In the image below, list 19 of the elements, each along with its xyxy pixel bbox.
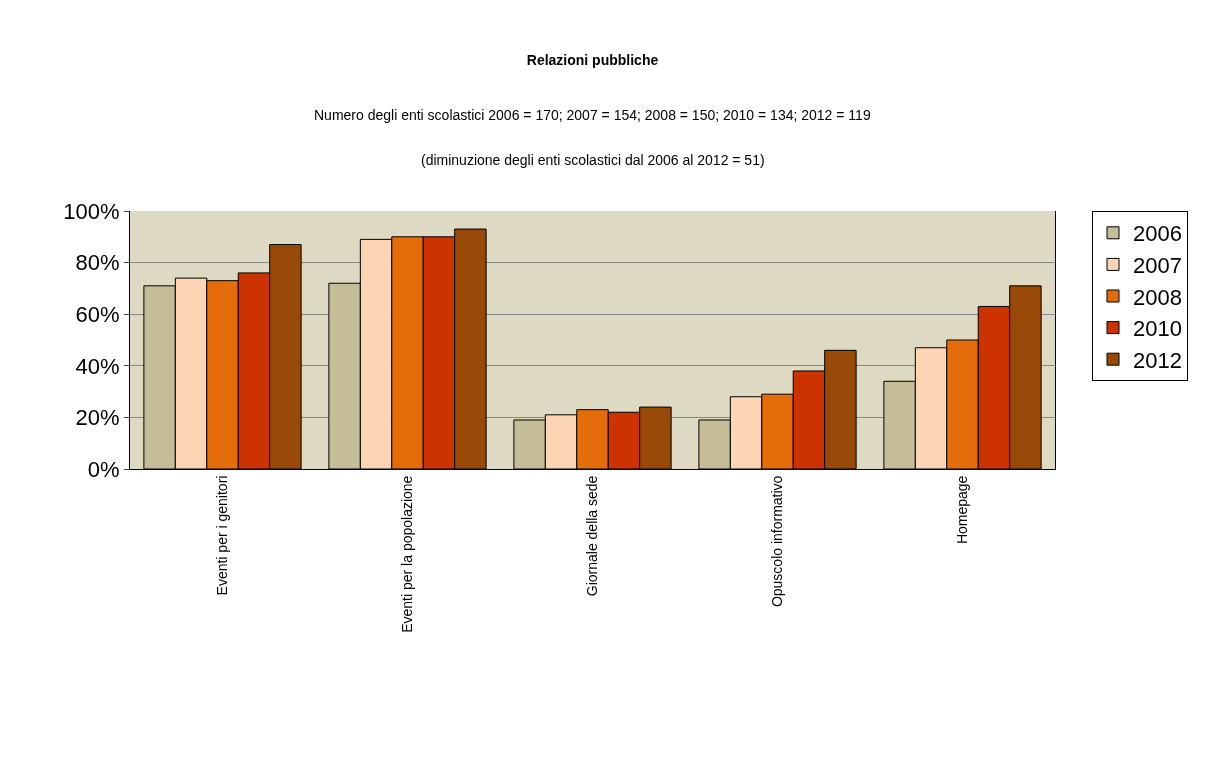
- x-tick-label: Opuscolo informativo: [769, 475, 786, 608]
- y-tick-label: 60%: [75, 301, 120, 327]
- legend-label: 2006: [1133, 221, 1182, 247]
- y-tick-label: 80%: [75, 250, 120, 276]
- y-tick-label: 100%: [63, 198, 120, 224]
- x-tick-label: Eventi per la popolazione: [399, 475, 416, 633]
- y-tick-label: 20%: [75, 405, 120, 431]
- text: (diminuzione degli enti scolastici dal 2006 al 2012 = 51): [421, 152, 765, 168]
- x-tick-label: Giornale della sede: [584, 475, 601, 597]
- legend-label: 2012: [1133, 347, 1182, 373]
- legend-label: 2010: [1133, 316, 1182, 342]
- x-tick-label: Homepage: [954, 475, 971, 545]
- legend-label: 2008: [1133, 284, 1182, 310]
- chart-title: Relazioni pubbliche: [526, 51, 659, 68]
- x-tick-label: Eventi per i genitori: [214, 475, 231, 596]
- y-tick-label: 0%: [87, 456, 120, 482]
- y-tick-label: 40%: [75, 353, 120, 379]
- legend-label: 2007: [1133, 252, 1182, 278]
- chart-subtitle: Numero degli enti scolastici 2006 = 170; 2007 = 154; 2008 = 150; 2010 = 134; 2012 = 119: [314, 107, 871, 123]
